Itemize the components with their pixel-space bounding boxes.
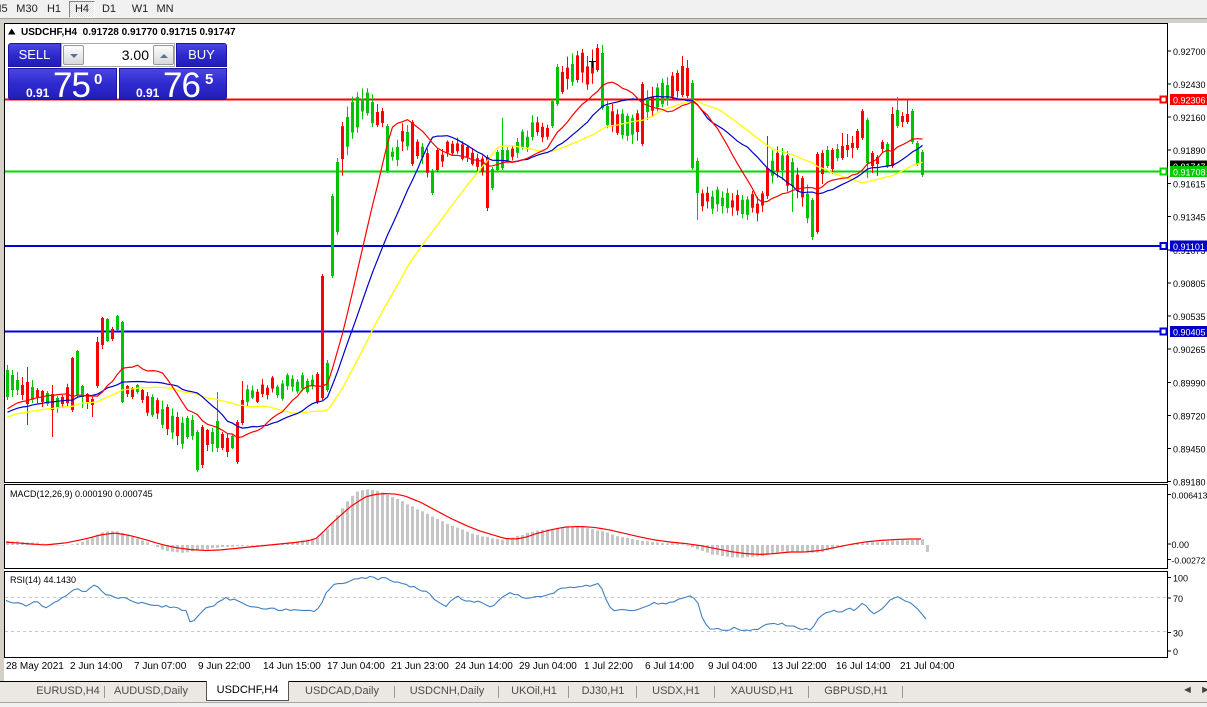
svg-text:RSI(14) 44.1430: RSI(14) 44.1430 (10, 575, 76, 585)
svg-text:0.91345: 0.91345 (1173, 213, 1206, 223)
svg-text:0.91747: 0.91747 (1173, 162, 1206, 172)
svg-text:28 May 2021: 28 May 2021 (6, 661, 64, 672)
svg-text:7 Jun 07:00: 7 Jun 07:00 (134, 661, 187, 672)
svg-text:70: 70 (1173, 594, 1183, 604)
svg-text:USDCHF,H4 0.91728 0.91770 0.9: USDCHF,H4 0.91728 0.91770 0.91715 0.9174… (21, 27, 236, 38)
svg-text:17 Jun 04:00: 17 Jun 04:00 (327, 661, 385, 672)
svg-text:0.91890: 0.91890 (1173, 146, 1206, 156)
svg-text:21 Jun 23:00: 21 Jun 23:00 (391, 661, 449, 672)
svg-text:30: 30 (1173, 629, 1183, 639)
svg-text:0.89450: 0.89450 (1173, 445, 1206, 455)
svg-text:13 Jul 22:00: 13 Jul 22:00 (772, 661, 827, 672)
svg-text:0.00: 0.00 (1172, 540, 1190, 550)
svg-text:0.92160: 0.92160 (1173, 113, 1206, 123)
svg-text:0: 0 (1173, 647, 1178, 657)
svg-text:6 Jul 14:00: 6 Jul 14:00 (645, 661, 694, 672)
svg-text:9 Jun 22:00: 9 Jun 22:00 (198, 661, 251, 672)
svg-text:1 Jul 22:00: 1 Jul 22:00 (584, 661, 633, 672)
svg-text:0.90265: 0.90265 (1173, 345, 1206, 355)
svg-text:0.89990: 0.89990 (1173, 379, 1206, 389)
svg-text:24 Jun 14:00: 24 Jun 14:00 (455, 661, 513, 672)
svg-text:MACD(12,26,9) 0.000190 0.00074: MACD(12,26,9) 0.000190 0.000745 (10, 489, 153, 499)
svg-text:0.006413: 0.006413 (1172, 491, 1207, 501)
svg-text:21 Jul 04:00: 21 Jul 04:00 (900, 661, 955, 672)
svg-text:0.91615: 0.91615 (1173, 180, 1206, 190)
svg-text:0.89720: 0.89720 (1173, 412, 1206, 422)
svg-text:9 Jul 04:00: 9 Jul 04:00 (708, 661, 757, 672)
svg-text:16 Jul 14:00: 16 Jul 14:00 (836, 661, 891, 672)
svg-text:0.90535: 0.90535 (1173, 312, 1206, 322)
svg-text:14 Jun 15:00: 14 Jun 15:00 (263, 661, 321, 672)
svg-text:0.91101: 0.91101 (1173, 242, 1205, 252)
svg-text:2 Jun 14:00: 2 Jun 14:00 (70, 661, 123, 672)
svg-text:0.92306: 0.92306 (1173, 96, 1206, 106)
svg-text:100: 100 (1173, 574, 1188, 584)
svg-text:0.90405: 0.90405 (1173, 328, 1206, 338)
svg-text:29 Jun 04:00: 29 Jun 04:00 (519, 661, 577, 672)
svg-text:0.90805: 0.90805 (1173, 279, 1206, 289)
svg-text:0.92430: 0.92430 (1173, 80, 1206, 90)
svg-text:0.91708: 0.91708 (1173, 168, 1206, 178)
svg-text:-0.00272: -0.00272 (1172, 556, 1206, 566)
svg-text:0.89180: 0.89180 (1173, 478, 1206, 488)
svg-text:0.92700: 0.92700 (1173, 47, 1206, 57)
